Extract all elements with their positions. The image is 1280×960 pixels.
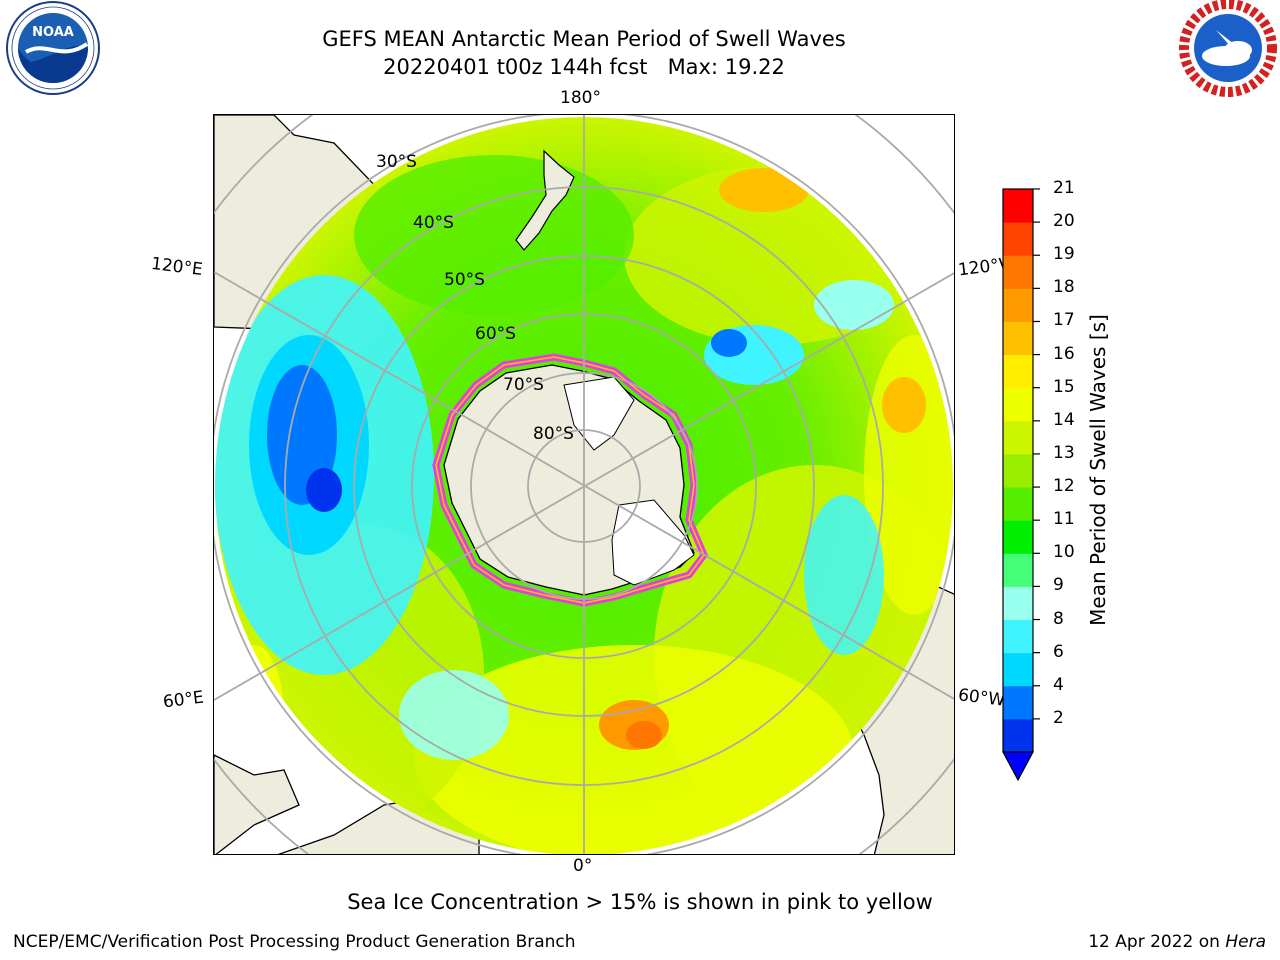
footer-date: 12 Apr 2022 on Hera (1088, 932, 1266, 952)
new-zealand (515, 149, 575, 251)
colorbar-segment (1003, 222, 1033, 256)
footer-date-text: 12 Apr 2022 on (1088, 932, 1226, 952)
colorbar-tick-label: 15 (1053, 376, 1075, 397)
colorbar-segments (1003, 189, 1033, 753)
colorbar-segment (1003, 453, 1033, 488)
polar-map (214, 115, 954, 854)
lat-label-80s: 80°S (533, 424, 574, 444)
svg-text:NOAA: NOAA (32, 25, 74, 40)
colorbar-tick-label: 2 (1053, 707, 1064, 728)
nws-logo (1179, 0, 1277, 97)
lon-label-left-upper: 120°E (149, 253, 204, 281)
colorbar-segment (1003, 189, 1033, 223)
lat-label-50s: 50°S (444, 270, 485, 290)
colorbar-tick-label: 4 (1053, 674, 1064, 695)
colorbar-segment (1003, 387, 1033, 422)
lat-label-30s: 30°S (376, 152, 417, 172)
colorbar-segment (1003, 321, 1033, 356)
colorbar-tick-label: 13 (1053, 442, 1075, 463)
colorbar-tick-label: 19 (1053, 244, 1075, 265)
sea-ice-caption: Sea Ice Concentration > 15% is shown in … (347, 890, 933, 914)
colorbar-segment (1003, 420, 1033, 455)
footer-host: Hera (1225, 932, 1266, 952)
colorbar-ticks (1033, 188, 1040, 720)
lat-label-60s: 60°S (475, 324, 516, 344)
colorbar-tick-label: 17 (1053, 310, 1075, 331)
colorbar-title: Mean Period of Swell Waves [s] (1086, 314, 1110, 626)
colorbar-tick-label: 9 (1053, 575, 1064, 596)
colorbar-segment (1003, 487, 1033, 521)
graticule (214, 115, 954, 854)
colorbar-tick-label: 10 (1053, 542, 1075, 563)
colorbar-segment (1003, 586, 1033, 621)
lon-label-bottom: 0° (573, 856, 593, 876)
chart-title: GEFS MEAN Antarctic Mean Period of Swell… (322, 27, 846, 51)
lon-label-left-lower: 60°E (161, 687, 205, 713)
colorbar-segment (1003, 619, 1033, 654)
colorbar-tick-label: 14 (1053, 409, 1075, 430)
lat-label-40s: 40°S (413, 213, 454, 233)
colorbar-tick-label: 18 (1053, 277, 1075, 298)
lon-label-top: 180° (560, 88, 601, 108)
colorbar-tick-label: 11 (1053, 509, 1075, 530)
sea-ice-edge (432, 353, 709, 607)
colorbar-tick-label: 6 (1053, 641, 1064, 662)
map-frame (213, 114, 955, 855)
colorbar-segment (1003, 255, 1033, 289)
colorbar-segment (1003, 553, 1033, 587)
colorbar-tick-label: 20 (1053, 211, 1075, 232)
colorbar-segment (1003, 718, 1033, 753)
colorbar-extend-arrow (1001, 751, 1035, 782)
noaa-logo: NOAA (6, 1, 100, 95)
colorbar-segment (1003, 685, 1033, 720)
colorbar-segment (1003, 652, 1033, 687)
chart-subtitle: 20220401 t00z 144h fcst Max: 19.22 (383, 55, 785, 79)
colorbar-tick-label: 8 (1053, 608, 1064, 629)
footer-branch: NCEP/EMC/Verification Post Processing Pr… (13, 932, 576, 952)
lat-label-70s: 70°S (503, 375, 544, 395)
ice-shelf-weddell (611, 499, 695, 586)
colorbar-tick-label: 16 (1053, 343, 1075, 364)
colorbar-segment (1003, 354, 1033, 389)
colorbar-segment (1003, 288, 1033, 322)
colorbar-tick-label: 21 (1053, 178, 1075, 198)
lon-label-right-lower: 60°W (956, 685, 1006, 711)
colorbar-segment (1003, 520, 1033, 554)
colorbar-tick-label: 12 (1053, 476, 1075, 497)
colorbar (1001, 188, 1040, 782)
